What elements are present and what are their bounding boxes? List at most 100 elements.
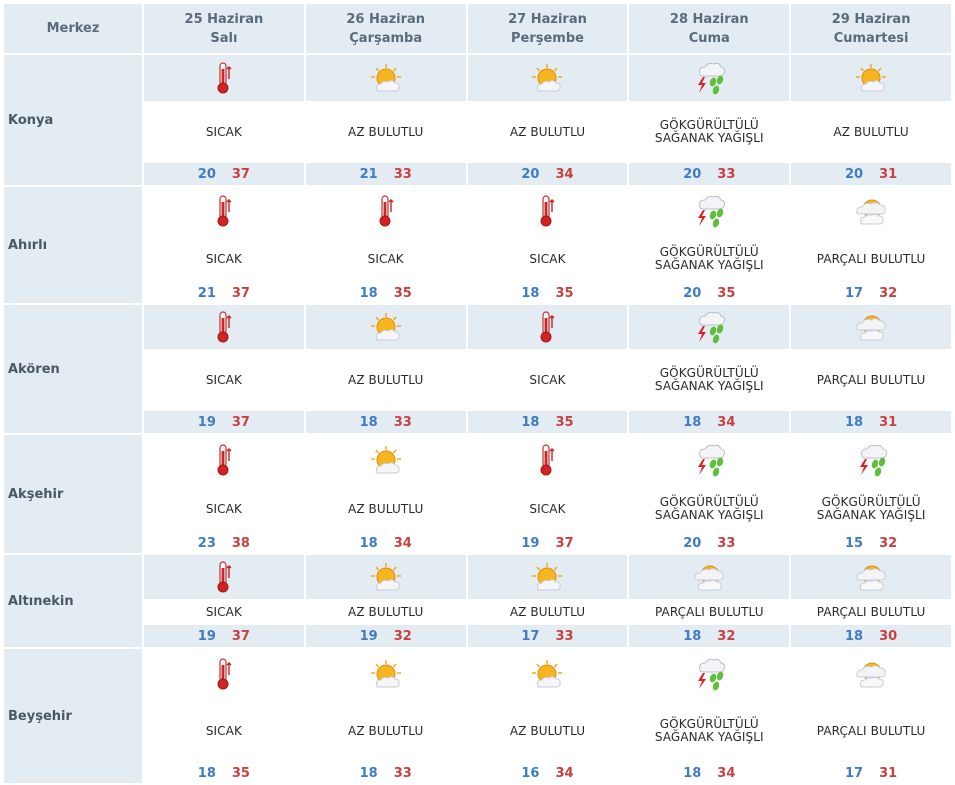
weather-description: AZ BULUTLU	[791, 103, 951, 161]
city-name: Akören	[4, 305, 142, 433]
day-date: 28 Haziran	[669, 11, 749, 27]
max-temp: 31	[879, 414, 898, 430]
weather-description: AZ BULUTLU	[467, 601, 628, 623]
weather-icon-cell	[629, 187, 790, 235]
weather-description: AZ BULUTLU	[305, 103, 466, 161]
city-name: Ahırlı	[4, 187, 142, 303]
weather-description: AZ BULUTLU	[305, 351, 466, 409]
max-temp: 34	[717, 414, 736, 430]
min-temp: 20	[197, 166, 216, 182]
max-temp: 33	[717, 535, 736, 551]
temp-row: 20 37 21 33 20 34 20 33 20 31	[4, 163, 951, 185]
description-line: SAĞANAK YAĞIŞLI	[654, 258, 764, 272]
weather-icon-cell	[791, 187, 951, 235]
weather-icon-cell	[144, 649, 304, 699]
description-line: AZ BULUTLU	[833, 124, 909, 139]
day-date: 25 Haziran	[184, 11, 264, 27]
temperature-cell: 18 35	[467, 283, 628, 303]
desc-row: SICAK SICAK SICAK GÖKGÜRÜLTÜLÜ SAĞANAK YAĞIŞ…	[4, 237, 951, 281]
weather-description: PARÇALI BULUTLU	[791, 601, 951, 623]
description-line: SICAK	[367, 251, 404, 266]
day-date: 27 Haziran	[508, 11, 587, 27]
thunderstorm-icon	[691, 658, 727, 691]
thermometer-icon	[213, 444, 235, 476]
weather-icon-cell	[791, 555, 951, 599]
weather-icon-cell	[629, 55, 790, 101]
weather-icon-cell	[305, 187, 466, 235]
weather-icon-cell	[305, 435, 466, 485]
description-line: PARÇALI BULUTLU	[816, 251, 926, 266]
min-temp: 19	[197, 628, 216, 644]
partly-sunny-icon	[367, 660, 405, 688]
thunderstorm-icon	[691, 62, 727, 95]
temperature-cell: 19 37	[467, 533, 628, 553]
cloudy-sun-icon	[852, 565, 890, 591]
description-line: GÖKGÜRÜLTÜLÜ	[821, 495, 921, 509]
thermometer-icon	[213, 62, 235, 94]
min-temp: 18	[197, 765, 216, 781]
max-temp: 34	[393, 535, 412, 551]
max-temp: 33	[393, 414, 412, 430]
weather-description: SICAK	[144, 351, 304, 409]
description-line: SICAK	[205, 124, 242, 139]
weather-icon-cell	[467, 649, 628, 699]
min-temp: 18	[359, 765, 378, 781]
icon-row: Altınekin	[4, 555, 951, 647]
weather-icon-cell	[305, 649, 466, 699]
weather-icon-cell	[791, 435, 951, 485]
min-temp: 23	[197, 535, 216, 551]
min-temp: 21	[197, 285, 216, 301]
weather-icon-cell	[467, 187, 628, 235]
thunderstorm-icon	[853, 444, 889, 477]
description-line: AZ BULUTLU	[348, 501, 424, 516]
min-temp: 15	[845, 535, 864, 551]
weather-icon-cell	[467, 305, 628, 349]
weather-icon-cell	[791, 305, 951, 349]
city-name: Akşehir	[4, 435, 142, 553]
desc-row: SICAK AZ BULUTLU AZ BULUTLU GÖKGÜRÜLTÜLÜ SAĞ…	[4, 701, 951, 761]
description-line: SAĞANAK YAĞIŞLI	[654, 508, 764, 522]
temperature-cell: 20 34	[467, 163, 628, 185]
weather-description: AZ BULUTLU	[305, 487, 466, 531]
cloudy-sun-icon	[690, 565, 728, 591]
min-temp: 21	[359, 166, 378, 182]
temperature-cell: 21 37	[144, 283, 304, 303]
day-header-2: 26 Haziran Çarşamba	[305, 4, 466, 53]
day-weekday: Perşembe	[511, 30, 584, 46]
partly-sunny-icon	[528, 563, 566, 591]
max-temp: 34	[717, 765, 736, 781]
temperature-cell: 20 31	[791, 163, 951, 185]
description-line: SAĞANAK YAĞIŞLI	[654, 379, 764, 393]
weather-description: PARÇALI BULUTLU	[791, 351, 951, 409]
day-weekday: Cuma	[688, 30, 730, 46]
min-temp: 18	[359, 535, 378, 551]
min-temp: 20	[845, 166, 864, 182]
city-name: Beyşehir	[4, 649, 142, 783]
weather-icon-cell	[144, 555, 304, 599]
temperature-cell: 18 30	[791, 625, 951, 647]
icon-row: Akören	[4, 305, 951, 433]
temperature-cell: 20 35	[629, 283, 790, 303]
temp-row: 21 37 18 35 18 35 20 35 17 32	[4, 283, 951, 303]
weather-description: AZ BULUTLU	[305, 701, 466, 761]
description-line: SICAK	[205, 251, 242, 266]
partly-sunny-icon	[367, 64, 405, 92]
desc-row: SICAK AZ BULUTLU SICAK GÖKGÜRÜLTÜLÜ SAĞANAK …	[4, 351, 951, 409]
weather-icon-cell	[144, 187, 304, 235]
description-line: GÖKGÜRÜLTÜLÜ	[659, 495, 759, 509]
day-weekday: Salı	[210, 30, 238, 46]
day-header-3: 27 Haziran Perşembe	[467, 4, 628, 53]
description-line: SICAK	[205, 604, 242, 619]
max-temp: 35	[555, 414, 574, 430]
weather-description: GÖKGÜRÜLTÜLÜ SAĞANAK YAĞIŞLI	[629, 701, 790, 761]
partly-sunny-icon	[528, 660, 566, 688]
temperature-cell: 18 34	[629, 763, 790, 783]
partly-sunny-icon	[367, 446, 405, 474]
thermometer-icon	[213, 658, 235, 690]
thermometer-icon	[375, 195, 397, 227]
temperature-cell: 20 37	[144, 163, 304, 185]
max-temp: 34	[555, 765, 574, 781]
max-temp: 37	[231, 285, 250, 301]
merkez-header: Merkez	[4, 4, 142, 53]
description-line: PARÇALI BULUTLU	[816, 604, 926, 619]
